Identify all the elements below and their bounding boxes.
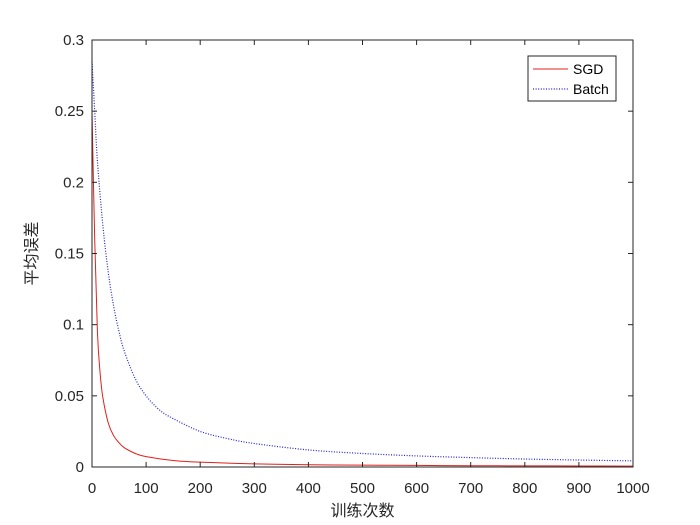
y-tick-label: 0.15: [55, 246, 84, 263]
x-tick-label: 0: [88, 480, 96, 497]
legend-box: [527, 55, 617, 102]
y-axis-label: 平均误差: [22, 221, 41, 285]
x-tick-label: 700: [458, 480, 483, 497]
y-tick-label: 0: [76, 459, 84, 476]
legend-label-sgd: SGD: [573, 61, 603, 77]
series-layer: [91, 61, 634, 467]
x-tick-label: 900: [566, 480, 591, 497]
x-tick-label: 800: [512, 480, 537, 497]
x-tick-label: 300: [242, 480, 267, 497]
y-tick-label: 0.05: [55, 388, 84, 405]
x-tick-label: 100: [134, 480, 159, 497]
x-tick-label: 500: [350, 480, 375, 497]
x-axis-label: 训练次数: [330, 501, 394, 520]
series-line-sgd: [91, 111, 634, 467]
x-tick-label: 1000: [616, 480, 649, 497]
y-tick-label: 0.25: [55, 103, 84, 120]
y-tick-label: 0.3: [63, 32, 84, 49]
x-tick-label: 600: [404, 480, 429, 497]
legend: SGD Batch: [527, 55, 617, 102]
ticks-layer: 0 100 200 300 400 500 600 700 800 900 1000 0 0.05 0.1…: [55, 32, 650, 497]
x-tick-label: 200: [188, 480, 213, 497]
y-tick-label: 0.2: [63, 174, 84, 191]
x-tick-label: 400: [296, 480, 321, 497]
legend-label-batch: Batch: [573, 81, 609, 97]
y-tick-label: 0.1: [63, 317, 84, 334]
